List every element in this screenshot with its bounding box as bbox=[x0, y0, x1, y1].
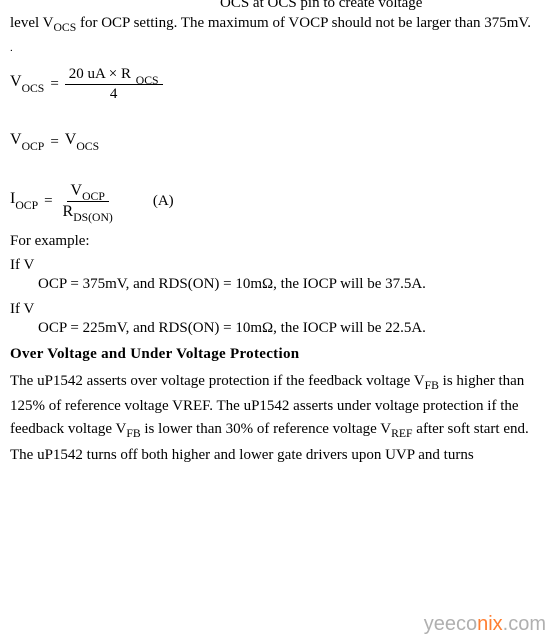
truncated-line: OCS at OCS pin to create voltage bbox=[220, 0, 422, 13]
ex2-b: OCP = 225mV, and RDS(ON) = 10mΩ, the IOC… bbox=[38, 320, 426, 336]
example-2: If V OCP = 225mV, and RDS(ON) = 10mΩ, th… bbox=[10, 300, 542, 338]
eq1-fraction: 20 uA × R OCS 4 bbox=[65, 65, 163, 104]
eq1-num: 20 uA × R OCS bbox=[65, 65, 163, 85]
eq3-lhs: IOCP bbox=[10, 189, 38, 214]
eq1-num-b: R bbox=[117, 66, 131, 82]
p2-d-sub: FB bbox=[126, 427, 140, 440]
equation-vocp-eq-vocs: VOCP = VOCS bbox=[10, 130, 542, 155]
p1-a: level V bbox=[10, 15, 53, 31]
eq3-unit: (A) bbox=[153, 192, 174, 211]
eq1-den: 4 bbox=[106, 85, 122, 104]
watermark-a: yeeco bbox=[424, 613, 477, 635]
stray-dot: . bbox=[10, 42, 542, 56]
eq1-lhs: VOCS bbox=[10, 72, 44, 97]
eq1-lhs-sub: OCS bbox=[22, 82, 45, 97]
eq2-rsub: OCS bbox=[76, 140, 99, 155]
example-1: If V OCP = 375mV, and RDS(ON) = 10mΩ, th… bbox=[10, 256, 542, 294]
eq3-lsub: OCP bbox=[15, 199, 38, 214]
eq1-num-sub: OCS bbox=[136, 74, 159, 87]
p1-c: for OCP setting. The maximum of VOCP sho… bbox=[76, 15, 531, 31]
eq1-lhs-sym: V bbox=[10, 72, 22, 92]
watermark-c: .com bbox=[503, 613, 546, 635]
eq1-num-mul: × bbox=[109, 66, 117, 82]
paragraph-ocs-setting: level VOCS for OCP setting. The maximum … bbox=[10, 14, 542, 36]
eq3-equals: = bbox=[44, 192, 52, 211]
eq3-num-sym: V bbox=[71, 182, 83, 199]
ex1-a: If V bbox=[10, 257, 34, 273]
eq3-den-sym: R bbox=[63, 203, 74, 220]
eq3-den-sub: DS(ON) bbox=[73, 211, 113, 224]
eq2-lhs: VOCP bbox=[10, 130, 44, 155]
eq3-num-sub: OCP bbox=[82, 190, 105, 203]
equation-vocs: VOCS = 20 uA × R OCS 4 bbox=[10, 65, 542, 104]
paragraph-ovp-uvp: The uP1542 asserts over voltage protecti… bbox=[10, 370, 542, 467]
eq2-lsym: V bbox=[10, 130, 22, 150]
p2-e: is lower than 30% of reference voltage V bbox=[141, 421, 391, 437]
eq3-den: RDS(ON) bbox=[59, 202, 117, 222]
watermark: yeeconix.com bbox=[424, 612, 546, 637]
eq2-rhs: VOCS bbox=[65, 130, 99, 155]
section-title-ovp-uvp: Over Voltage and Under Voltage Protectio… bbox=[10, 345, 542, 364]
eq1-num-a: 20 uA bbox=[69, 66, 109, 82]
p2-b-sub: FB bbox=[425, 379, 439, 392]
eq3-fraction: VOCP RDS(ON) bbox=[59, 181, 117, 222]
for-example-label: For example: bbox=[10, 232, 542, 251]
ex1-b: OCP = 375mV, and RDS(ON) = 10mΩ, the IOC… bbox=[38, 276, 426, 292]
eq2-lsub: OCP bbox=[22, 140, 45, 155]
p2-a: The uP1542 asserts over voltage protecti… bbox=[10, 373, 425, 389]
eq2-equals: = bbox=[50, 133, 58, 152]
eq2-rsym: V bbox=[65, 130, 77, 150]
ex2-a: If V bbox=[10, 301, 34, 317]
watermark-b: nix bbox=[477, 613, 503, 635]
p1-b-sub: OCS bbox=[53, 21, 76, 34]
eq3-num: VOCP bbox=[67, 181, 109, 202]
p2-f-sub: REF bbox=[391, 427, 412, 440]
equation-iocp: IOCP = VOCP RDS(ON) (A) bbox=[10, 181, 542, 222]
eq1-equals: = bbox=[50, 75, 58, 94]
